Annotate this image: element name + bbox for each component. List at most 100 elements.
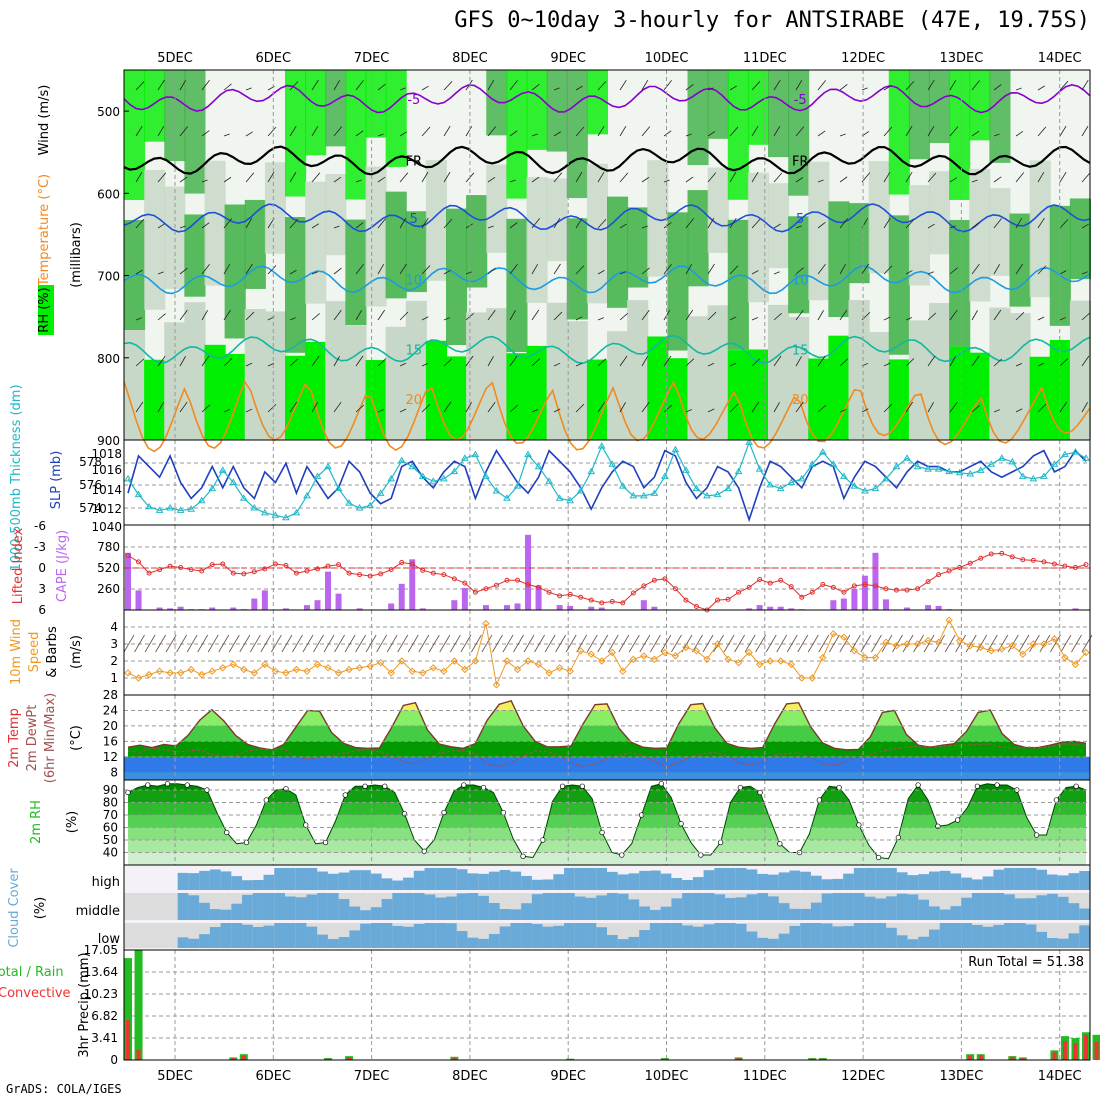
rh-cell: [486, 70, 508, 136]
wind-point: [1082, 648, 1090, 657]
surface-barb: [860, 634, 872, 653]
wind-barb: [817, 221, 826, 229]
wind-barb: [905, 401, 914, 413]
cloud-cell: [918, 923, 930, 948]
temp-label-a: 2m Temp: [7, 708, 22, 768]
rh-point: [342, 792, 348, 798]
cloud-fill: [907, 939, 919, 948]
cape-bar: [356, 608, 363, 610]
rh-cell: [466, 312, 488, 440]
rh-cell: [144, 170, 166, 310]
cloud-fill: [725, 868, 737, 890]
wind-barb: [245, 131, 253, 137]
rh-point: [698, 852, 704, 858]
rh-cell: [647, 336, 669, 440]
cape-bar: [1072, 608, 1079, 610]
cloud-fill: [735, 868, 748, 890]
cape-label: CAPE (J/kg): [55, 530, 70, 602]
surface-barb: [818, 634, 830, 653]
chart-title: GFS 0~10day 3-hourly for ANTSIRABE (47E,…: [454, 8, 1090, 33]
li-point: [125, 552, 131, 558]
cloud-fill: [370, 923, 383, 948]
cloud-fill: [1025, 898, 1037, 920]
isotherm-0: [123, 83, 1091, 114]
cape-li-panel: -6 -3 0 3 6 780 520 260 Lifted Index CAPE (J/kg): [11, 519, 1091, 617]
cloud-fill: [671, 923, 683, 948]
wind-barb: [575, 316, 583, 321]
date-label-top: 14DEC: [1038, 51, 1082, 66]
li-point: [809, 589, 815, 595]
rh-cell: [768, 304, 790, 440]
wind-barb: [949, 177, 958, 183]
rh-point: [757, 789, 763, 796]
wind-barb: [267, 265, 277, 275]
li-point: [336, 562, 342, 568]
wind-barb: [597, 171, 605, 183]
li-point: [799, 594, 805, 600]
surface-barb: [397, 634, 409, 653]
wind-barb: [553, 362, 561, 367]
rh-cell: [285, 217, 307, 353]
cloud-fill: [939, 923, 951, 948]
wind-barb: [465, 125, 473, 137]
wind-barb: [487, 176, 496, 183]
wind-barb: [157, 223, 166, 229]
rh-cell: [929, 171, 951, 255]
li-point: [241, 571, 247, 577]
cloud-fill: [1036, 931, 1048, 948]
thickness-point: [861, 487, 869, 494]
thickness-slp-panel: 578 576 574 1018 1016 1014 1012 1040 1000-500mb …: [9, 384, 1091, 572]
rh-cell: [868, 332, 890, 440]
li-point: [1020, 557, 1026, 563]
cloud-cell: [134, 923, 146, 948]
cloud-fill: [252, 893, 265, 920]
wind-barb: [685, 309, 694, 321]
li-point: [1009, 554, 1015, 560]
wind-point: [324, 664, 332, 672]
rh-cell: [848, 203, 870, 284]
li-point: [620, 600, 626, 606]
wind-barb: [927, 172, 937, 183]
rh-cell: [888, 359, 910, 440]
wind-barb: [1059, 270, 1067, 275]
wind-point: [608, 648, 616, 657]
li-point: [367, 573, 373, 579]
wind-barb: [289, 218, 299, 229]
cloud-fill: [800, 908, 812, 920]
precip-conv-bar: [326, 1058, 331, 1060]
cape-bar: [398, 583, 405, 610]
wind-barb: [707, 408, 715, 413]
surface-barb: [186, 634, 198, 653]
li-point: [946, 568, 952, 574]
date-label-top: 11DEC: [743, 51, 787, 66]
cloud-fill: [982, 893, 994, 920]
wind-barb: [1059, 317, 1067, 321]
wind-barb: [729, 403, 739, 413]
wind-barb: [883, 316, 891, 321]
rh-point: [243, 839, 250, 846]
cape-bar: [851, 588, 858, 610]
cape-bar: [598, 607, 605, 610]
li-tick: 3: [38, 582, 46, 596]
wind-barb: [817, 80, 826, 91]
precip-conv-bar: [136, 1049, 141, 1060]
li-point: [672, 586, 678, 592]
wind-barb: [685, 83, 694, 91]
cloud-cell: [939, 893, 951, 920]
surface-barb: [534, 634, 545, 653]
panel-frame: [123, 949, 1091, 1061]
wind-barb: [1015, 131, 1024, 137]
wind-barb: [509, 179, 516, 183]
cloud-fill: [971, 925, 984, 948]
rh-point: [816, 797, 822, 803]
cloud-fill: [542, 926, 554, 948]
thickness-point: [408, 462, 417, 470]
rh-cell: [446, 208, 468, 346]
cloud-fill: [1057, 896, 1070, 920]
cloud-fill: [896, 893, 909, 920]
surface-barb: [281, 634, 293, 653]
wind-point: [955, 636, 964, 645]
cloud-cell: [800, 893, 812, 920]
wind-barb: [663, 222, 672, 229]
